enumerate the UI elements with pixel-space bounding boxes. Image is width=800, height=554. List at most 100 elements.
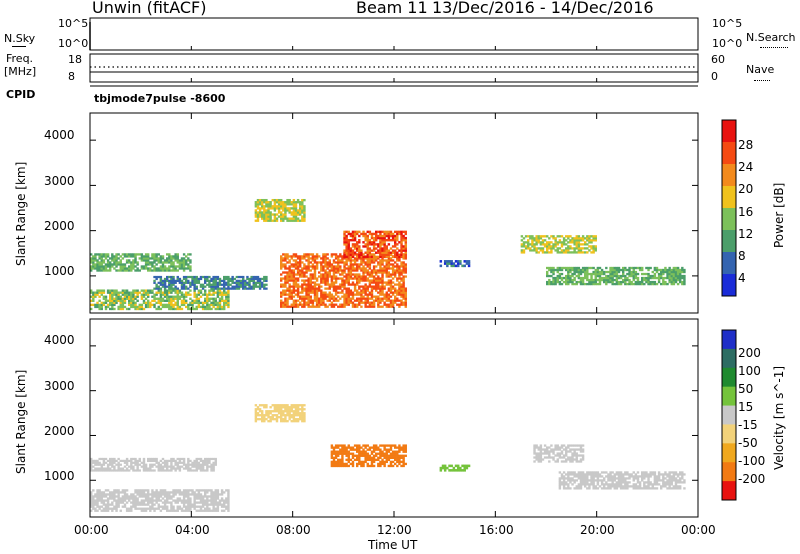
power-cell bbox=[244, 283, 247, 286]
velocity-cell bbox=[567, 446, 570, 449]
power-cell bbox=[571, 239, 574, 242]
velocity-cell bbox=[206, 459, 209, 463]
power-cell bbox=[282, 213, 285, 216]
velocity-cell bbox=[294, 410, 298, 413]
power-cell bbox=[132, 305, 135, 309]
power-cell bbox=[385, 263, 388, 266]
power-cell bbox=[324, 257, 327, 260]
velocity-cell bbox=[548, 450, 551, 453]
velocity-cell bbox=[212, 465, 215, 468]
power-cell bbox=[387, 257, 391, 260]
power-cell bbox=[111, 301, 114, 305]
power-cell bbox=[347, 249, 350, 252]
power-cell bbox=[166, 285, 169, 288]
velocity-cell bbox=[193, 469, 196, 472]
power-cell bbox=[299, 273, 302, 276]
velocity-cell bbox=[100, 493, 103, 496]
velocity-cell bbox=[296, 418, 300, 421]
power-cell bbox=[159, 289, 163, 292]
power-cell bbox=[349, 234, 353, 238]
power-cell bbox=[223, 283, 226, 286]
power-cell bbox=[117, 291, 120, 294]
power-cell bbox=[315, 295, 319, 298]
power-cell bbox=[138, 257, 141, 260]
power-cell bbox=[379, 234, 382, 238]
power-cell bbox=[588, 237, 591, 240]
velocity-cell bbox=[159, 493, 163, 496]
velocity-cell bbox=[337, 454, 340, 457]
power-cell bbox=[611, 270, 614, 274]
velocity-cell bbox=[368, 448, 372, 451]
velocity-cell bbox=[294, 404, 298, 407]
velocity-cell bbox=[292, 418, 296, 421]
power-cell bbox=[387, 230, 391, 234]
power-cell bbox=[660, 276, 663, 280]
velocity-cell bbox=[100, 469, 103, 472]
velocity-cell bbox=[387, 464, 391, 468]
power-cell bbox=[556, 251, 559, 254]
power-cell bbox=[187, 293, 190, 296]
nsearch-tick-top: 10^5 bbox=[712, 17, 743, 30]
power-cell bbox=[345, 241, 348, 244]
power-cell bbox=[383, 259, 386, 262]
nsky-label: N.Sky bbox=[4, 32, 36, 45]
power-cell bbox=[339, 267, 342, 270]
power-cell bbox=[402, 271, 405, 274]
velocity-cell bbox=[142, 459, 146, 463]
velocity-cell bbox=[358, 460, 361, 464]
power-cell bbox=[353, 257, 357, 260]
power-cell bbox=[676, 278, 680, 282]
power-cell bbox=[180, 281, 184, 284]
power-cell bbox=[368, 263, 372, 266]
power-cell bbox=[119, 259, 122, 262]
power-cell bbox=[223, 285, 226, 288]
power-cell bbox=[679, 280, 682, 284]
power-cell bbox=[119, 307, 122, 311]
velocity-cell bbox=[113, 467, 116, 470]
power-cell bbox=[280, 211, 283, 214]
power-cell bbox=[370, 236, 374, 240]
velocity-cell bbox=[121, 501, 125, 504]
power-cell bbox=[396, 263, 399, 266]
velocity-cell bbox=[356, 448, 359, 451]
power-cell bbox=[560, 278, 564, 282]
power-cell bbox=[353, 289, 357, 292]
power-cell bbox=[326, 277, 329, 280]
power-cell bbox=[142, 293, 146, 296]
power-cell bbox=[157, 269, 160, 272]
power-cell bbox=[225, 283, 228, 286]
power-cell bbox=[288, 273, 291, 276]
velocity-cell bbox=[345, 448, 348, 451]
velocity-cell bbox=[159, 467, 163, 470]
velocity-cell bbox=[267, 420, 270, 423]
power-cell bbox=[233, 287, 236, 290]
power-cell bbox=[246, 275, 249, 279]
power-cell bbox=[147, 289, 150, 292]
power-cell bbox=[368, 275, 372, 278]
power-cell bbox=[113, 257, 116, 260]
power-cell bbox=[119, 305, 122, 309]
power-cell bbox=[294, 267, 298, 270]
velocity-cell bbox=[174, 509, 177, 512]
power-cell bbox=[385, 271, 388, 274]
velocity-cell bbox=[550, 450, 553, 453]
power-cell bbox=[334, 293, 338, 296]
velocity-cell bbox=[163, 507, 167, 510]
velocity-cell bbox=[142, 501, 146, 504]
power-cell bbox=[176, 299, 179, 302]
velocity-cell bbox=[592, 487, 595, 490]
power-cell bbox=[456, 260, 460, 263]
velocity-cell bbox=[100, 509, 103, 512]
power-cell bbox=[271, 207, 274, 210]
velocity-cell bbox=[592, 479, 595, 482]
velocity-cell bbox=[546, 450, 549, 453]
power-cell bbox=[292, 299, 296, 302]
power-cell bbox=[197, 289, 201, 292]
velocity-cell bbox=[206, 509, 209, 512]
power-cell bbox=[159, 307, 163, 311]
power-cell bbox=[368, 303, 372, 306]
power-cell bbox=[641, 272, 644, 276]
velocity-cell bbox=[465, 466, 469, 470]
velocity-cell bbox=[267, 416, 270, 419]
power-cell bbox=[634, 266, 638, 270]
